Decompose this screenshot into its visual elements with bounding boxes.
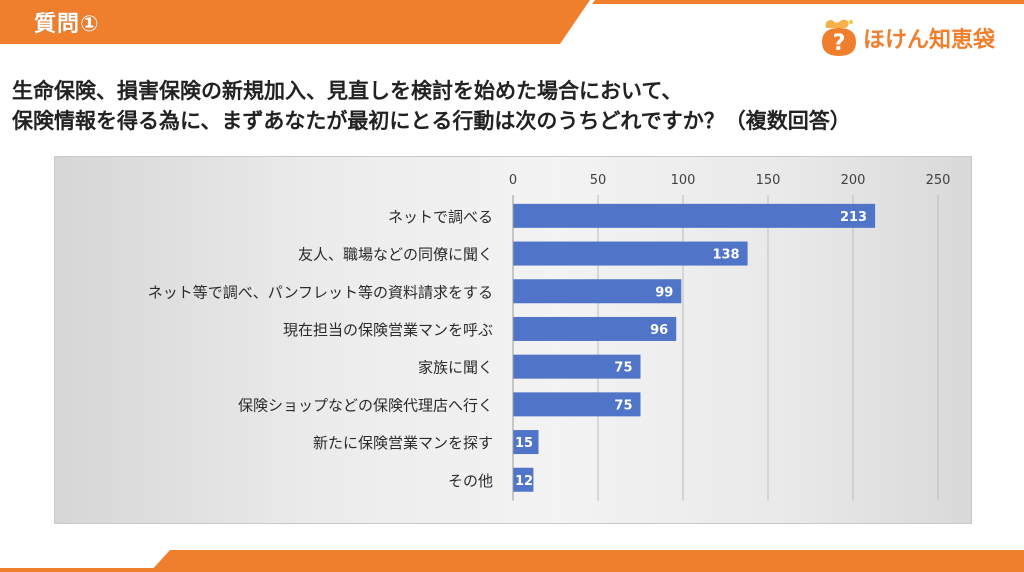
bar: [513, 430, 539, 455]
data-label: 96: [650, 323, 668, 338]
data-label: 15: [515, 436, 533, 451]
question-line-2: 保険情報を得る為に、まずあなたが最初にとる行動は次のうちどれですか？（複数回答）: [12, 109, 851, 133]
x-tick-label: 150: [756, 173, 781, 188]
data-label: 75: [614, 398, 632, 413]
bar: [513, 203, 876, 228]
category-label: ネット等で調べ、パンフレット等の資料請求をする: [148, 283, 493, 301]
svg-text:?: ?: [833, 31, 846, 56]
chart-area: 0 50 100 150 200 250 ネットで調べる 213 友人、職場などの同僚に聞く 13…: [54, 156, 972, 524]
question-text: 生命保険、損害保険の新規加入、見直しを検討を始めた場合において、 保険情報を得る…: [12, 76, 1012, 136]
x-tick-label: 200: [841, 173, 866, 188]
bar: [513, 354, 641, 379]
header-band-shape: [0, 0, 1024, 44]
question-bag-icon: ?: [822, 19, 856, 56]
category-label: 友人、職場などの同僚に聞く: [298, 246, 493, 264]
bar: [513, 279, 682, 304]
x-tick-label: 50: [590, 173, 607, 188]
footer-band-shape: [0, 550, 1024, 572]
bar: [513, 241, 748, 266]
data-label: 99: [655, 285, 673, 300]
x-tick-label: 0: [509, 173, 517, 188]
category-label: ネットで調べる: [388, 208, 493, 226]
footer-band: [0, 546, 1024, 572]
data-label: 75: [614, 361, 632, 376]
bar-chart: 0 50 100 150 200 250 ネットで調べる 213 友人、職場などの同僚に聞く 13…: [148, 173, 951, 501]
header-band: 質問①: [0, 0, 1024, 44]
bar: [513, 467, 534, 492]
bar: [513, 392, 641, 417]
data-label: 12: [515, 474, 533, 489]
category-label: 現在担当の保険営業マンを呼ぶ: [283, 321, 493, 339]
category-label: 家族に聞く: [418, 359, 493, 377]
data-label: 213: [840, 210, 867, 225]
category-label: 保険ショップなどの保険代理店へ行く: [238, 396, 493, 414]
data-label: 138: [712, 248, 739, 263]
category-label: その他: [448, 472, 493, 490]
section-label: 質問①: [34, 12, 100, 37]
brand-logo: ? ほけん知恵袋: [816, 14, 1016, 60]
bar: [513, 316, 677, 341]
question-line-1: 生命保険、損害保険の新規加入、見直しを検討を始めた場合において、: [12, 79, 683, 103]
logo-text: ほけん知恵袋: [863, 28, 996, 53]
x-tick-label: 100: [671, 173, 696, 188]
category-label: 新たに保険営業マンを探す: [313, 434, 493, 452]
x-tick-label: 250: [926, 173, 951, 188]
